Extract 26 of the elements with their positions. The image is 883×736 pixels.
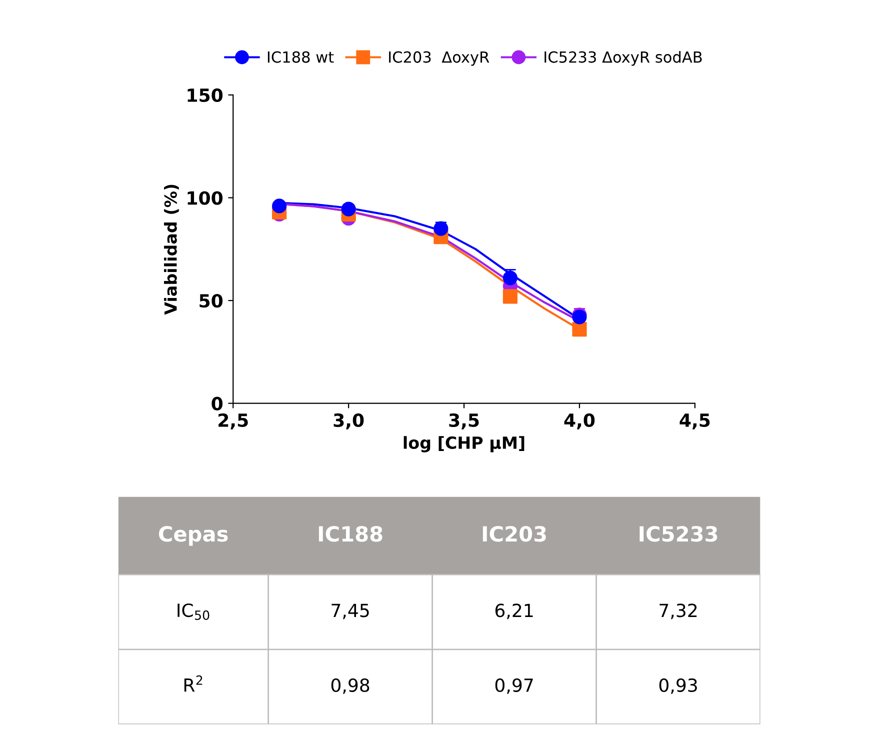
category-label: IC203: [482, 526, 546, 542]
x-tick-label: 3,0: [334, 413, 364, 430]
category-label: IC5233: [640, 526, 718, 542]
category-label: IC188: [318, 526, 382, 542]
legend-label: IC5233 ΔoxyR sodAB: [544, 50, 702, 66]
category-label: IC$_{50}$: [178, 603, 210, 620]
text: 0,93: [659, 678, 697, 694]
y-tick-label: 150: [188, 88, 223, 102]
x-tick-label: 3,5: [449, 413, 479, 430]
y-tick-label: 0: [212, 396, 223, 410]
text: 7,32: [660, 604, 697, 620]
text: 7,45: [332, 604, 369, 620]
y-tick-label: 50: [200, 294, 223, 308]
x-tick-label: 4,5: [680, 414, 710, 430]
text: 0,98: [331, 678, 370, 694]
y-axis-title: Viabilidad (%): [164, 184, 179, 315]
y-tick-label: 100: [188, 191, 223, 205]
text: 0,97: [495, 678, 533, 694]
x-axis-title: log [CHP µM]: [404, 436, 524, 452]
text: 6,21: [495, 604, 533, 620]
category-label: R$^{2}$: [184, 675, 202, 692]
text: Cepas: [158, 526, 228, 546]
legend-label: IC203 ΔoxyR: [389, 51, 490, 66]
x-tick-label: 4,0: [564, 413, 595, 430]
x-tick-label: 2,5: [218, 413, 248, 430]
legend-label: IC188 wt: [268, 51, 334, 63]
